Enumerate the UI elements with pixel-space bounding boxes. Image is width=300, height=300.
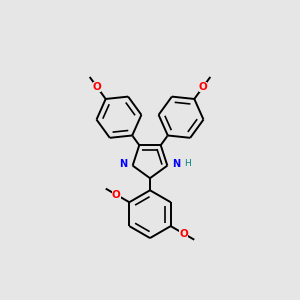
Text: H: H: [184, 159, 190, 168]
Text: O: O: [93, 82, 101, 92]
Text: N: N: [172, 159, 181, 169]
Text: O: O: [112, 190, 121, 200]
Text: O: O: [179, 229, 188, 238]
Text: O: O: [199, 82, 208, 92]
Text: N: N: [119, 159, 128, 169]
Text: O: O: [92, 82, 101, 92]
